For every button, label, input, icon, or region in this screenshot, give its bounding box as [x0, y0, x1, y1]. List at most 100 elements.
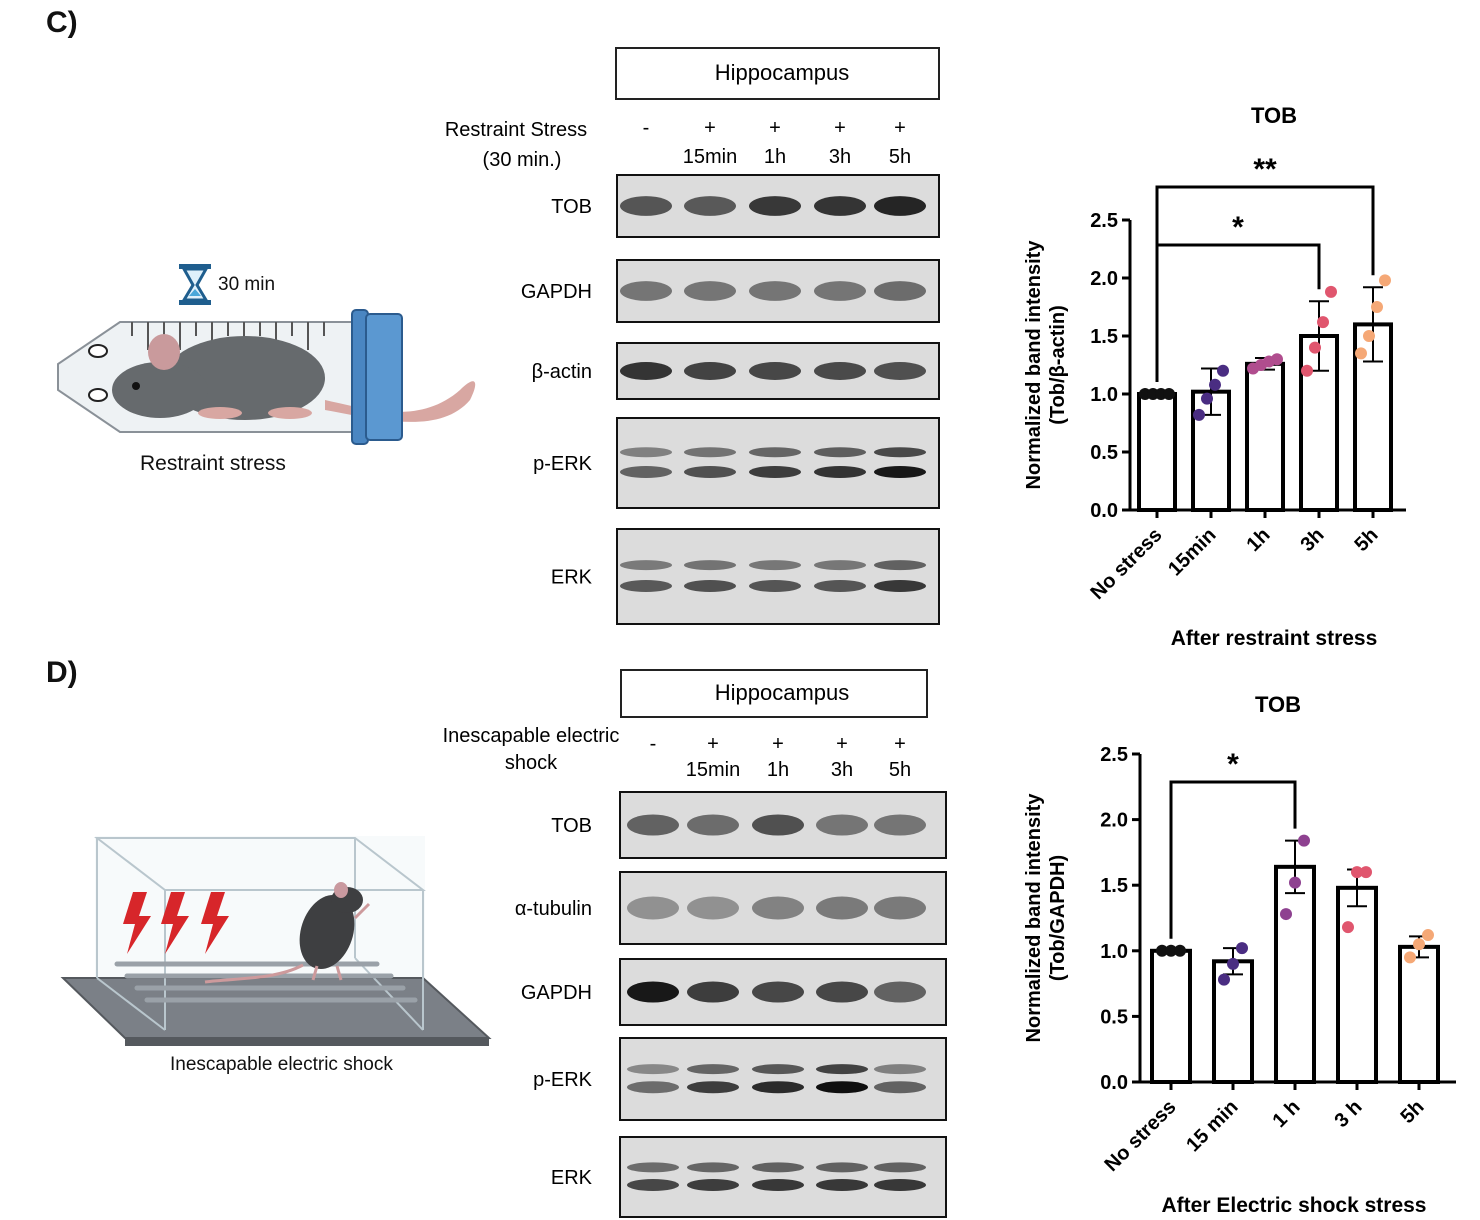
blot-band: [874, 1064, 926, 1075]
blot-band: [687, 1162, 739, 1173]
blot-band: [620, 281, 672, 301]
y-tick-label: 0.5: [1100, 1006, 1128, 1028]
data-point: [1217, 364, 1229, 377]
blot-band: [620, 196, 672, 216]
blot-band: [874, 560, 926, 571]
blot-d-condition-1: Inescapable electric: [443, 725, 620, 747]
data-point: [1209, 378, 1221, 391]
blot-band: [814, 580, 866, 592]
data-point: [1360, 866, 1372, 879]
blot-band: [627, 896, 679, 920]
data-point: [1404, 951, 1416, 964]
blot-band: [816, 1162, 868, 1173]
blot-band: [620, 466, 672, 478]
blot-band: [752, 1081, 804, 1094]
y-axis-label: Normalized band intensity: [1023, 793, 1045, 1043]
blot-band: [874, 281, 926, 301]
shock-box-illustration: [60, 836, 492, 1046]
lane-time: 15min: [683, 146, 737, 168]
blot-band: [752, 1179, 804, 1191]
y-tick-label: 2.0: [1100, 810, 1128, 832]
blot-band: [874, 362, 926, 380]
lane-time: 1h: [767, 759, 789, 781]
bar: [1137, 392, 1177, 512]
lane-sign: +: [772, 733, 784, 755]
western-blot-d: Hippocampus Inescapable electric shock -…: [443, 669, 947, 1218]
y-tick-label: 2.5: [1100, 744, 1128, 766]
bar-chart-d: TOB 0.0 0.5 1.0 1.5 2.0 2.5 Normalized band int…: [1023, 692, 1456, 1217]
lane-sign: -: [643, 117, 650, 139]
y-tick-label: 2.5: [1090, 210, 1118, 232]
lane-time: 15min: [686, 759, 740, 781]
blot-row-label: α-tubulin: [515, 898, 592, 920]
bar: [1274, 864, 1316, 1084]
blot-band: [814, 281, 866, 301]
lane-sign: +: [894, 733, 906, 755]
significance-bracket: [1169, 780, 1297, 939]
y-tick-label: 1.5: [1090, 326, 1118, 348]
data-point: [1298, 834, 1310, 847]
x-tick-label: 3 h: [1331, 1096, 1367, 1132]
blot-band: [627, 1081, 679, 1094]
data-point: [1165, 944, 1177, 957]
blot-row-label: ERK: [551, 567, 593, 589]
blot-band: [752, 896, 804, 920]
blot-band: [752, 981, 804, 1003]
blot-band: [684, 560, 736, 571]
blot-band: [749, 447, 801, 458]
blot-band: [874, 580, 926, 592]
lightning-icon: [123, 892, 229, 954]
blot-band: [687, 814, 739, 836]
lane-sign: +: [704, 117, 716, 139]
blot-row-label: ERK: [551, 1167, 593, 1189]
blot-band: [620, 447, 672, 458]
bar-chart-c: TOB 0.0 0.5 1.0 1.5 2.0 2.5 Normalized band int…: [1023, 103, 1406, 650]
data-point: [1301, 364, 1313, 377]
blot-band: [684, 580, 736, 592]
lane-sign: +: [769, 117, 781, 139]
timer-label: 30 min: [218, 274, 276, 295]
lane-sign: +: [707, 733, 719, 755]
x-tick-label: No stress: [1101, 1096, 1181, 1176]
y-axis-label-unit: (Tob/GAPDH): [1047, 855, 1069, 981]
blot-c-region: Hippocampus: [715, 60, 850, 85]
x-tick-label: 1 h: [1269, 1096, 1305, 1132]
data-point: [1174, 944, 1186, 957]
hourglass-icon: [179, 264, 211, 305]
blot-band: [684, 466, 736, 478]
data-point: [1218, 973, 1230, 986]
significance-label: *: [1227, 748, 1239, 781]
blot-row-label: p-ERK: [533, 453, 593, 475]
blot-band: [874, 466, 926, 478]
blot-band: [627, 1179, 679, 1191]
blot-band: [749, 560, 801, 571]
blot-band: [814, 560, 866, 571]
blot-c-condition-2: (30 min.): [483, 149, 562, 171]
blot-d-region: Hippocampus: [715, 680, 850, 705]
blot-band: [627, 981, 679, 1003]
shock-caption: Inescapable electric shock: [170, 1054, 393, 1075]
lane-sign: -: [650, 733, 657, 755]
blot-d-condition-2: shock: [505, 752, 558, 774]
panel-d-label: D): [46, 656, 78, 689]
blot-row-label: TOB: [551, 815, 592, 837]
blot-band: [874, 981, 926, 1003]
y-tick-label: 2.0: [1090, 268, 1118, 290]
blot-band: [684, 281, 736, 301]
lane-time: 5h: [889, 759, 911, 781]
blot-band: [814, 447, 866, 458]
y-axis-label: Normalized band intensity: [1023, 240, 1045, 490]
blot-band: [687, 896, 739, 920]
data-point: [1280, 908, 1292, 921]
lane-time: 1h: [764, 146, 786, 168]
blot-band: [752, 1162, 804, 1173]
x-tick-label: No stress: [1087, 524, 1167, 604]
data-point: [1363, 330, 1375, 342]
data-point: [1201, 392, 1213, 405]
data-point: [1342, 921, 1354, 934]
blot-band: [814, 466, 866, 478]
x-axis-label: After Electric shock stress: [1162, 1194, 1427, 1217]
data-point: [1193, 408, 1205, 421]
blot-band: [684, 447, 736, 458]
chart-title: TOB: [1251, 103, 1297, 128]
